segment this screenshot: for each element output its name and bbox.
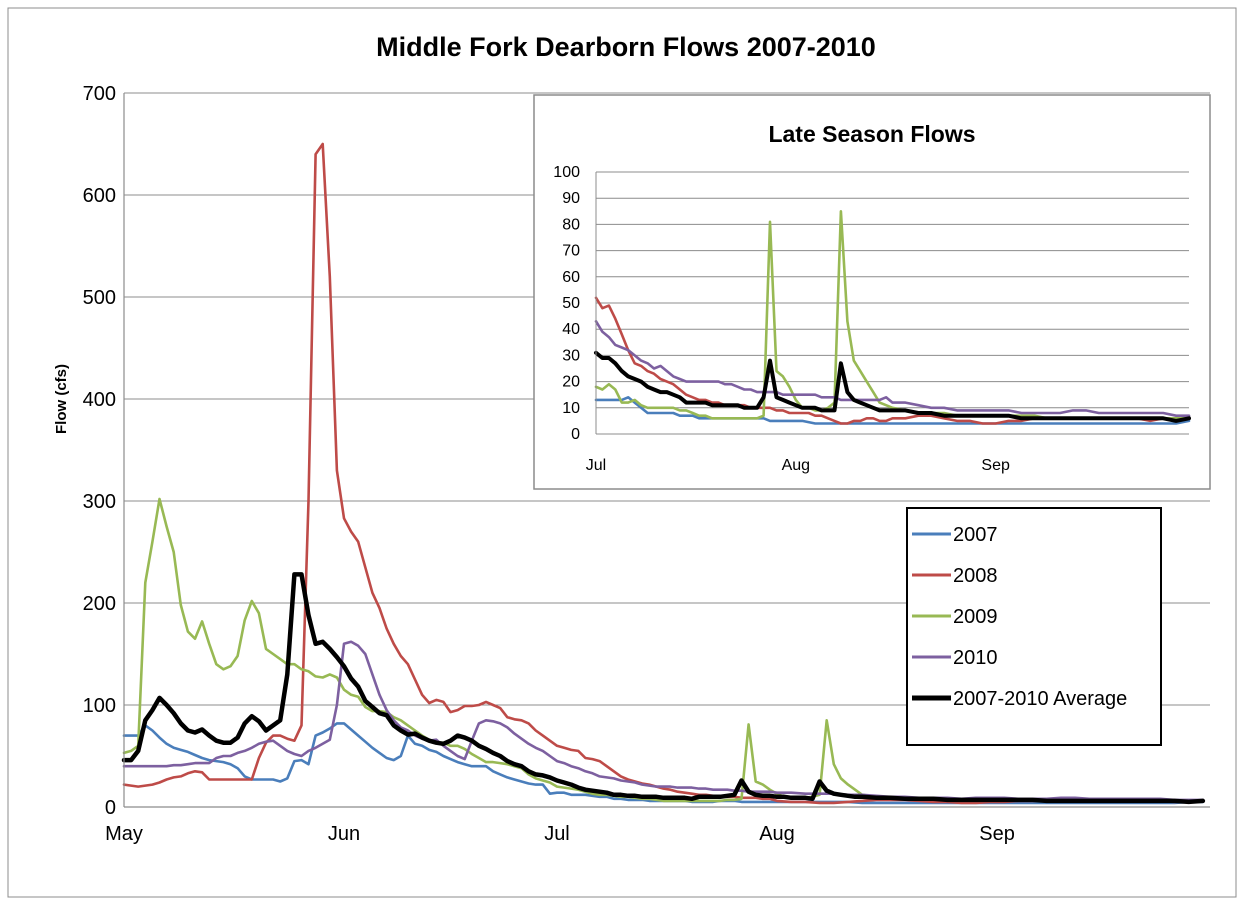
inset-x-tick-label-aug: Aug: [782, 457, 810, 474]
main-y-tick-labels: 0 100 200 300 400 500 600 700: [83, 83, 116, 819]
main-x-tick-labels: May Jun Jul Aug Sep: [105, 823, 1015, 845]
main-y-tick-label-300: 300: [83, 491, 116, 513]
inset-series-line-2010: [594, 320, 1191, 417]
legend: 2007 2008 2009 2010 2007-2010 Average: [906, 507, 1162, 746]
legend-label-2009: 2009: [953, 606, 998, 628]
main-x-tick-label-aug: Aug: [759, 823, 795, 845]
inset-y-tick-label-50: 50: [562, 295, 580, 312]
inset-x-tick-labels: Jul Aug Sep: [586, 457, 1010, 474]
legend-box: [906, 507, 1162, 746]
main-x-tick-label-jun: Jun: [328, 823, 360, 845]
legend-label-2010: 2010: [953, 647, 998, 669]
main-series-line-2007: [122, 722, 1205, 805]
main-y-tick-label-600: 600: [83, 185, 116, 207]
main-y-axis-label: Flow (cfs): [53, 364, 70, 434]
main-y-tick-label-200: 200: [83, 593, 116, 615]
legend-label-2008: 2008: [953, 565, 998, 587]
legend-label-2007: 2007: [953, 524, 998, 546]
inset-y-tick-label-100: 100: [553, 164, 580, 181]
inset-chart-title: Late Season Flows: [768, 121, 975, 147]
inset-y-tick-label-40: 40: [562, 321, 580, 338]
inset-series-line-2007: [594, 396, 1191, 425]
inset-series-lines: [594, 210, 1191, 425]
inset-chart-panel: Late Season Flows 0 10 20 30 40 50 60 70 80 90 100…: [533, 94, 1211, 490]
legend-label-2007-2010-average: 2007-2010 Average: [953, 688, 1127, 710]
inset-x-tick-label-jul: Jul: [586, 457, 606, 474]
main-y-tick-label-500: 500: [83, 287, 116, 309]
inset-y-tick-label-10: 10: [562, 400, 580, 417]
inset-y-tick-label-60: 60: [562, 269, 580, 286]
main-chart-title: Middle Fork Dearborn Flows 2007-2010: [376, 32, 876, 62]
main-y-tick-label-400: 400: [83, 389, 116, 411]
main-x-tick-label-jul: Jul: [544, 823, 570, 845]
main-y-tick-label-700: 700: [83, 83, 116, 105]
inset-chart-border: [533, 94, 1211, 490]
main-series-lines: [121, 142, 1206, 805]
inset-series-line-2007-2010-average: [594, 350, 1191, 423]
inset-x-tick-label-sep: Sep: [981, 457, 1010, 474]
inset-y-tick-label-30: 30: [562, 347, 580, 364]
inset-y-tick-labels: 0 10 20 30 40 50 60 70 80 90 100: [553, 164, 580, 443]
inset-y-tick-label-0: 0: [571, 426, 580, 443]
main-x-tick-label-may: May: [105, 823, 143, 845]
inset-y-tick-label-70: 70: [562, 243, 580, 260]
inset-y-tick-label-20: 20: [562, 374, 580, 391]
main-x-tick-label-sep: Sep: [979, 823, 1015, 845]
main-y-tick-label-100: 100: [83, 695, 116, 717]
main-series-line-2007-2010-average: [121, 572, 1206, 805]
inset-y-tick-label-80: 80: [562, 216, 580, 233]
inset-y-tick-label-90: 90: [562, 190, 580, 207]
main-y-tick-label-0: 0: [105, 797, 116, 819]
legend-items: 2007 2008 2009 2010 2007-2010 Average: [912, 524, 1127, 710]
